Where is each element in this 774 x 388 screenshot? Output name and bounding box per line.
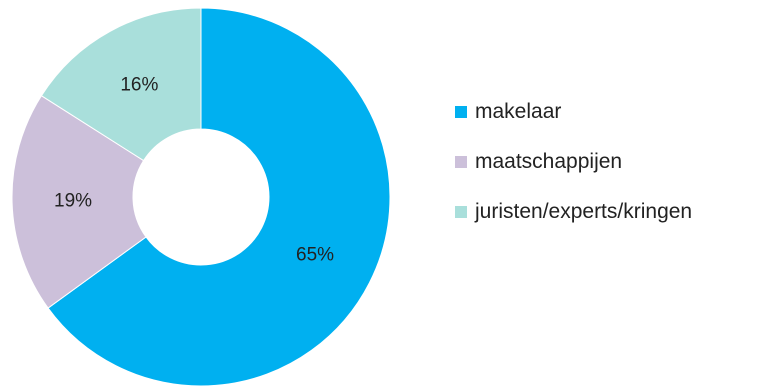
legend-swatch-juristen-experts-kringen (455, 206, 467, 218)
data-label-maatschappijen: 19% (54, 191, 92, 212)
legend-item-maatschappijen: maatschappijen (455, 149, 692, 175)
data-label-makelaar: 65% (296, 245, 334, 266)
legend-label-maatschappijen: maatschappijen (475, 150, 623, 173)
legend: makelaar maatschappijen juristen/experts… (455, 99, 692, 249)
legend-label-juristen-experts-kringen: juristen/experts/kringen (475, 200, 693, 223)
legend-label-makelaar: makelaar (475, 100, 562, 123)
legend-swatch-maatschappijen (455, 156, 467, 168)
legend-item-makelaar: makelaar (455, 99, 692, 125)
legend-item-juristen-experts-kringen: juristen/experts/kringen (455, 199, 692, 225)
donut-chart: 65% 19% 16% (11, 7, 391, 387)
slice-juristen-experts-kringen (40, 7, 202, 162)
legend-swatch-makelaar (455, 106, 467, 118)
slice-maatschappijen (11, 95, 147, 309)
data-label-juristen-experts-kringen: 16% (120, 74, 158, 95)
slice-makelaar (47, 7, 391, 387)
